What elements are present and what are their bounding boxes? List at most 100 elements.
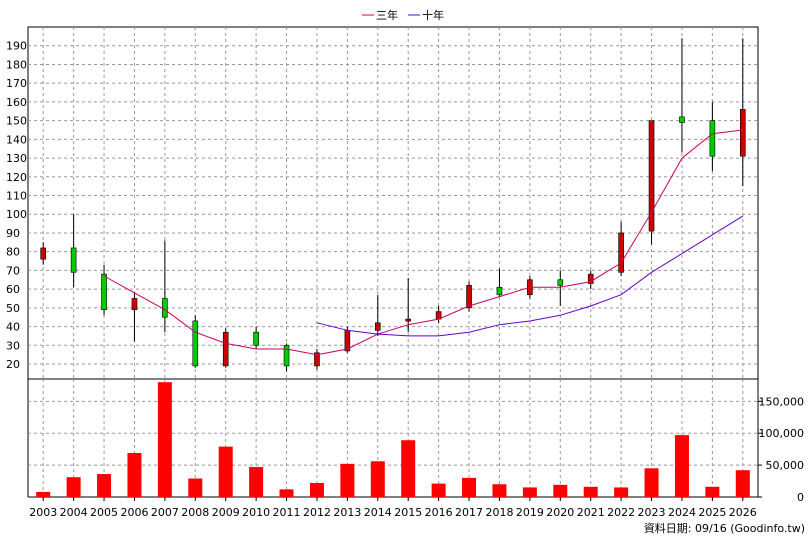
x-tick-label: 2023 — [638, 506, 666, 519]
volume-bar — [66, 477, 81, 497]
volume-bar — [279, 489, 294, 497]
volume-bar — [188, 478, 203, 497]
price-y-tick-label: 60 — [6, 283, 20, 296]
candle-body-down — [557, 279, 564, 286]
price-y-tick-label: 170 — [6, 77, 27, 90]
x-axis-year-labels: 2003 2004 2005 2006 2007 2008 2009 2010 2011 2012… — [29, 497, 757, 519]
x-tick-label: 2007 — [151, 506, 179, 519]
volume-bar — [370, 461, 385, 497]
x-tick-label: 2013 — [333, 506, 361, 519]
candle-body-up — [222, 331, 229, 367]
price-plot-frame — [27, 26, 759, 380]
x-tick-label: 2026 — [729, 506, 757, 519]
price-y-tick-label: 160 — [6, 96, 27, 109]
volume-bar — [492, 484, 507, 497]
volume-y-tick-label: 50,000 — [766, 459, 805, 472]
candle-body-down — [709, 120, 716, 157]
price-y-tick-label: 190 — [6, 40, 27, 53]
price-y-tick-label: 140 — [6, 133, 27, 146]
candle-body-down — [496, 286, 503, 296]
x-tick-label: 2003 — [29, 506, 57, 519]
volume-bar — [36, 491, 51, 497]
volume-y-tick-label: 150,000 — [759, 395, 805, 408]
volume-bar — [127, 452, 142, 497]
candle-body-down — [101, 273, 107, 311]
volume-bar — [553, 484, 568, 497]
x-tick-label: 2018 — [485, 506, 513, 519]
price-y-tick-label: 20 — [6, 358, 20, 371]
price-y-tick-label: 90 — [6, 227, 20, 240]
x-tick-label: 2025 — [698, 506, 726, 519]
x-tick-label: 2019 — [516, 506, 544, 519]
volume-bar — [309, 482, 324, 497]
x-tick-label: 2016 — [425, 506, 453, 519]
candle-body-up — [40, 247, 47, 260]
candle-body-up — [587, 273, 594, 284]
price-y-axis: 20 30 40 50 60 70 80 90 100 110 120 130 140 150 160 170… — [6, 40, 27, 371]
candle-body-up — [314, 352, 320, 367]
x-tick-label: 2022 — [607, 506, 635, 519]
price-y-tick-label: 30 — [6, 339, 20, 352]
price-y-tick-label: 110 — [6, 190, 27, 203]
price-y-tick-label: 70 — [6, 264, 20, 277]
moving-average-lines — [103, 129, 744, 356]
volume-bar — [705, 486, 720, 497]
x-tick-label: 2015 — [394, 506, 422, 519]
x-tick-label: 2005 — [90, 506, 118, 519]
source-note: 資料日期: 09/16 (Goodinfo.tw) — [644, 521, 805, 535]
price-y-tick-label: 120 — [6, 171, 27, 184]
candle-body-down — [192, 320, 199, 367]
x-tick-label: 2008 — [181, 506, 209, 519]
volume-panel: 0 50,000 100,000 150,000 — [27, 379, 804, 504]
legend-label-ma10: 十年 — [422, 8, 444, 22]
volume-bar — [583, 486, 598, 497]
x-tick-label: 2021 — [577, 506, 605, 519]
volume-bar — [157, 382, 172, 497]
candle-body-up — [739, 109, 746, 157]
x-tick-label: 2009 — [212, 506, 240, 519]
volume-bar — [340, 463, 355, 497]
candle-body-down — [162, 298, 168, 318]
x-tick-label: 2006 — [120, 506, 148, 519]
candle-body-up — [374, 322, 381, 331]
x-tick-label: 2020 — [546, 506, 574, 519]
ma-line-3yr — [103, 129, 743, 356]
price-gridlines — [28, 27, 758, 379]
volume-bar — [644, 468, 659, 497]
candle-body-up — [618, 232, 624, 273]
x-tick-label: 2014 — [364, 506, 392, 519]
candle-body-down — [70, 247, 77, 273]
volume-bars — [36, 382, 750, 497]
price-y-tick-label: 80 — [6, 246, 20, 259]
volume-bar — [249, 467, 264, 497]
ma-line-10yr — [316, 215, 744, 337]
candle-body-up — [466, 285, 472, 309]
volume-bar — [674, 435, 689, 497]
x-tick-label: 2010 — [242, 506, 270, 519]
legend-label-ma3: 三年 — [376, 8, 398, 22]
volume-y-tick-label: 100,000 — [759, 427, 805, 440]
x-tick-label: 2011 — [273, 506, 301, 519]
volume-bar — [614, 487, 629, 497]
price-y-tick-label: 180 — [6, 58, 27, 71]
price-y-tick-label: 150 — [6, 115, 27, 128]
price-y-tick-label: 40 — [6, 321, 20, 334]
candle-body-down — [253, 331, 259, 346]
x-tick-label: 2017 — [455, 506, 483, 519]
volume-bar — [97, 474, 112, 497]
volume-y-axis: 0 50,000 100,000 150,000 — [758, 395, 804, 504]
candle-body-up — [131, 298, 138, 311]
volume-bar — [735, 470, 750, 497]
price-y-tick-label: 100 — [6, 208, 27, 221]
chart-legend: 三年 十年 — [362, 8, 444, 22]
candle-body-down — [283, 344, 290, 367]
price-y-tick-label: 130 — [6, 152, 27, 165]
price-panel: 20 30 40 50 60 70 80 90 100 110 120 130 140 150 160 170… — [6, 26, 759, 380]
x-tick-label: 2004 — [60, 506, 88, 519]
x-tick-label: 2024 — [668, 506, 696, 519]
volume-bar — [218, 446, 233, 497]
volume-y-tick-label: 0 — [797, 491, 804, 504]
candle-body-up — [648, 120, 655, 232]
volume-bar — [522, 487, 537, 497]
